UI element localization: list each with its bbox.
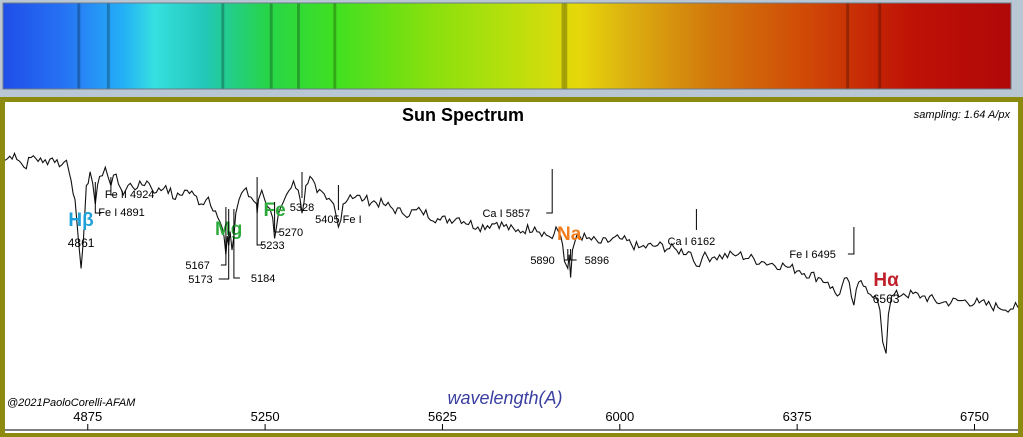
annotation-label: Hβ (68, 210, 93, 231)
spectrum-plot: Sun Spectrum sampling: 1.64 A/px 4861 516… (4, 102, 1019, 433)
spectrum-gradient (3, 3, 1011, 89)
plot-area (5, 102, 1018, 433)
annotation-leader-line (546, 169, 553, 214)
annotation-label: Ca I 5857 (482, 208, 530, 220)
absorption-band (878, 3, 882, 89)
annotation-leader-line (274, 202, 281, 233)
annotation-leader-line (220, 207, 227, 266)
x-tick-label: 6000 (605, 409, 634, 424)
annotation-leader-line (570, 249, 577, 261)
annotation-leader-line (233, 209, 240, 279)
annotation-leader-line (847, 227, 855, 255)
annotation-label: Fe I 4891 (98, 207, 144, 219)
absorption-bands (77, 3, 882, 89)
x-tick-label: 5625 (428, 409, 457, 424)
absorption-band (221, 3, 225, 89)
absorption-band (106, 3, 110, 89)
spectrum-line-series (4, 151, 1019, 354)
x-axis-label: wavelength(A) (447, 388, 562, 408)
x-tick-label: 4875 (73, 409, 102, 424)
annotation-label: 6563 (873, 292, 900, 306)
annotation-label: Fe II 4924 (105, 189, 155, 201)
annotation-label: 5890 (530, 255, 554, 267)
annotation-label: 5173 (188, 274, 212, 286)
absorption-band (846, 3, 850, 89)
strip-border (2, 2, 1012, 90)
spectrum-color-strip (2, 2, 1012, 90)
annotation-label: Fe I 6495 (789, 249, 835, 261)
annotation-leader-line (218, 209, 230, 280)
annotation-leader-line (256, 177, 264, 246)
absorption-band (77, 3, 81, 89)
annotation-label: 5233 (260, 240, 284, 252)
credit-text: @2021PaoloCorelli-AFAM (7, 397, 136, 409)
annotation-label: 5896 (585, 255, 609, 267)
annotation-label: 4861 (68, 236, 95, 250)
annotation-label: Na (557, 224, 582, 245)
annotation-leader-line (110, 177, 117, 196)
annotation-label: Ca I 6162 (668, 236, 716, 248)
absorption-band (269, 3, 273, 89)
absorption-band (561, 3, 565, 89)
annotation-label: 5405 Fe I (315, 214, 361, 226)
x-tick-label: 6750 (960, 409, 989, 424)
x-tick-label: 6375 (783, 409, 812, 424)
annotation-label: 5167 (185, 260, 209, 272)
annotation-label: 5328 (290, 202, 314, 214)
absorption-band (297, 3, 300, 89)
plot-frame: Sun Spectrum sampling: 1.64 A/px 4861 516… (0, 97, 1023, 437)
annotation-leader-line (564, 249, 569, 261)
annotation-label: 5184 (251, 273, 275, 285)
annotation-leader-line (94, 182, 102, 214)
chart-title: Sun Spectrum (402, 105, 524, 125)
absorption-band (564, 3, 568, 89)
annotation-label: Hα (873, 270, 899, 291)
annotation-label: 5270 (279, 227, 303, 239)
x-tick-label: 5250 (251, 409, 280, 424)
absorption-band (333, 3, 337, 89)
x-axis-ticks: 4875 5250 5625 6000 6375 6750 (73, 409, 989, 430)
sampling-note: sampling: 1.64 A/px (914, 109, 1011, 121)
spectrum-color-strip-frame (0, 0, 1023, 97)
